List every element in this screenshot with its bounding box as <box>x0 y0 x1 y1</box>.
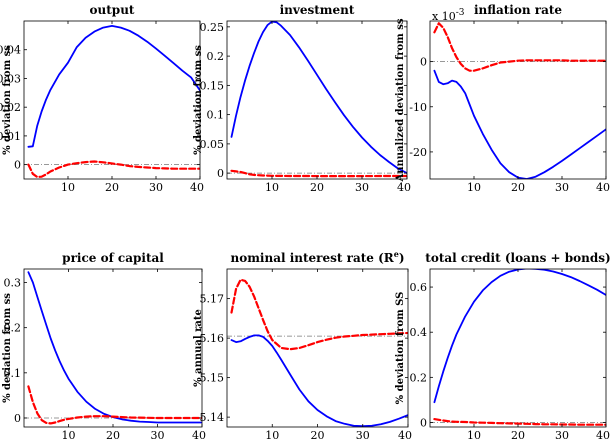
y-tick-label: 0 <box>14 159 21 172</box>
plot-area <box>430 269 606 426</box>
y-tick-label: 0.2 <box>207 50 225 63</box>
y-tick-label: 0.03 <box>0 72 21 85</box>
chart-panel-2: 10 20 30 40 0 0.05 0.1 0.15 0.2 0.25 investment % d… <box>193 3 411 194</box>
y-tick-label: 0.25 <box>200 21 225 34</box>
dashed-red-series-line <box>230 278 408 351</box>
chart-title: output <box>90 3 135 17</box>
x-tick-label: 40 <box>596 181 610 194</box>
chart-title: inflation rate <box>474 3 562 17</box>
y-tick-label: 5.15 <box>200 372 225 385</box>
y-tick-label: 0.1 <box>207 109 225 122</box>
x-tick-label: 10 <box>467 181 481 194</box>
x-tick-label: 30 <box>355 181 369 194</box>
dashed-red-series-line <box>27 385 202 425</box>
y-tick-label: 0.2 <box>410 371 428 384</box>
x-tick-label: 40 <box>397 181 411 194</box>
y-tick-label: 0.02 <box>0 101 21 114</box>
y-tick-label: 0.2 <box>4 322 22 335</box>
x-tick-label: 40 <box>192 429 206 442</box>
x-tick-label: 30 <box>555 181 569 194</box>
y-axis-label: % deviation from ss <box>2 45 13 155</box>
y-axis-label: % deviation from ss <box>193 45 204 155</box>
plot-area <box>227 21 407 178</box>
axis-multiplier-label: x 10-3 <box>432 8 465 23</box>
y-tick-label: 0 <box>420 416 427 429</box>
chart-panel-4: 10 20 30 40 0 0.1 0.2 0.3 price of capital % devi… <box>2 251 206 442</box>
y-tick-label: 0.15 <box>200 79 225 92</box>
solid-blue-series-line <box>230 334 408 427</box>
x-tick-label: 30 <box>149 181 163 194</box>
solid-blue-series-line <box>27 271 202 424</box>
dashed-red-series-line <box>230 169 407 178</box>
solid-blue-series-line <box>230 21 407 175</box>
chart-title: price of capital <box>62 251 164 265</box>
x-tick-label: 30 <box>356 429 370 442</box>
y-tick-label: 0.01 <box>0 130 21 143</box>
y-tick-label: 0 <box>14 412 21 425</box>
y-tick-label: -10 <box>409 101 427 114</box>
chart-title: investment <box>280 3 355 17</box>
dashed-red-series-line <box>27 160 200 179</box>
x-tick-label: 10 <box>61 181 75 194</box>
y-tick-label: 5.16 <box>200 332 225 345</box>
chart-title: nominal interest rate (Re) <box>231 249 405 265</box>
x-tick-label: 10 <box>467 429 481 442</box>
x-tick-label: 40 <box>596 429 610 442</box>
y-axis-label: Annualized deviation from ss <box>395 18 406 182</box>
y-tick-label: 5.17 <box>200 293 225 306</box>
plot-area <box>430 22 606 179</box>
y-axis-label: % deviation from SS <box>395 292 406 405</box>
x-tick-label: 10 <box>62 429 76 442</box>
y-tick-label: 0 <box>420 56 427 69</box>
chart-panel-1: 10 20 30 40 0 0.01 0.02 0.03 0.04 output % deviati… <box>0 3 204 194</box>
y-tick-label: 0 <box>217 167 224 180</box>
y-tick-label: -20 <box>409 146 427 159</box>
axes-frame <box>23 268 203 428</box>
x-tick-label: 30 <box>151 429 165 442</box>
solid-blue-series-line <box>433 69 606 179</box>
y-axis-label: % annual rate <box>193 309 204 387</box>
chart-panel-6: 10 20 30 40 0 0.2 0.4 0.6 total credit (loans + … <box>395 251 611 442</box>
x-tick-label: 20 <box>105 181 119 194</box>
plot-area <box>24 24 200 179</box>
y-tick-label: 0.4 <box>410 326 428 339</box>
x-tick-label: 10 <box>265 181 279 194</box>
x-tick-label: 20 <box>311 429 325 442</box>
solid-blue-series-line <box>433 269 606 404</box>
chart-title: total credit (loans + bonds) <box>425 251 610 265</box>
x-tick-label: 20 <box>106 429 120 442</box>
dashed-red-series-line <box>433 418 606 426</box>
axes-frame <box>23 20 201 180</box>
x-tick-label: 30 <box>555 429 569 442</box>
x-tick-label: 10 <box>265 429 279 442</box>
axes-frame <box>429 20 607 180</box>
x-tick-label: 20 <box>310 181 324 194</box>
solid-blue-series-line <box>27 24 200 148</box>
y-tick-label: 0.1 <box>4 367 22 380</box>
axes-frame <box>226 268 409 428</box>
dashed-red-series-line <box>433 22 606 72</box>
y-tick-label: 5.14 <box>200 411 225 424</box>
plot-area <box>227 278 408 427</box>
chart-panel-5: 10 20 30 40 5.14 5.15 5.16 5.17 nominal interest… <box>193 249 412 442</box>
y-tick-label: 0.6 <box>410 281 428 294</box>
y-tick-label: 0.05 <box>200 138 225 151</box>
x-tick-label: 40 <box>398 429 412 442</box>
x-tick-label: 40 <box>190 181 204 194</box>
x-tick-label: 20 <box>511 429 525 442</box>
y-tick-label: 0.04 <box>0 44 21 57</box>
chart-panel-3: 10 20 30 40 0 -10 -20 inflation rate x 10-3 Annua… <box>395 3 610 194</box>
axes-frame <box>429 268 607 428</box>
x-tick-label: 20 <box>511 181 525 194</box>
y-axis-label: % deviation from ss <box>2 293 13 403</box>
plot-area <box>24 271 202 425</box>
y-tick-label: 0.3 <box>4 277 22 290</box>
